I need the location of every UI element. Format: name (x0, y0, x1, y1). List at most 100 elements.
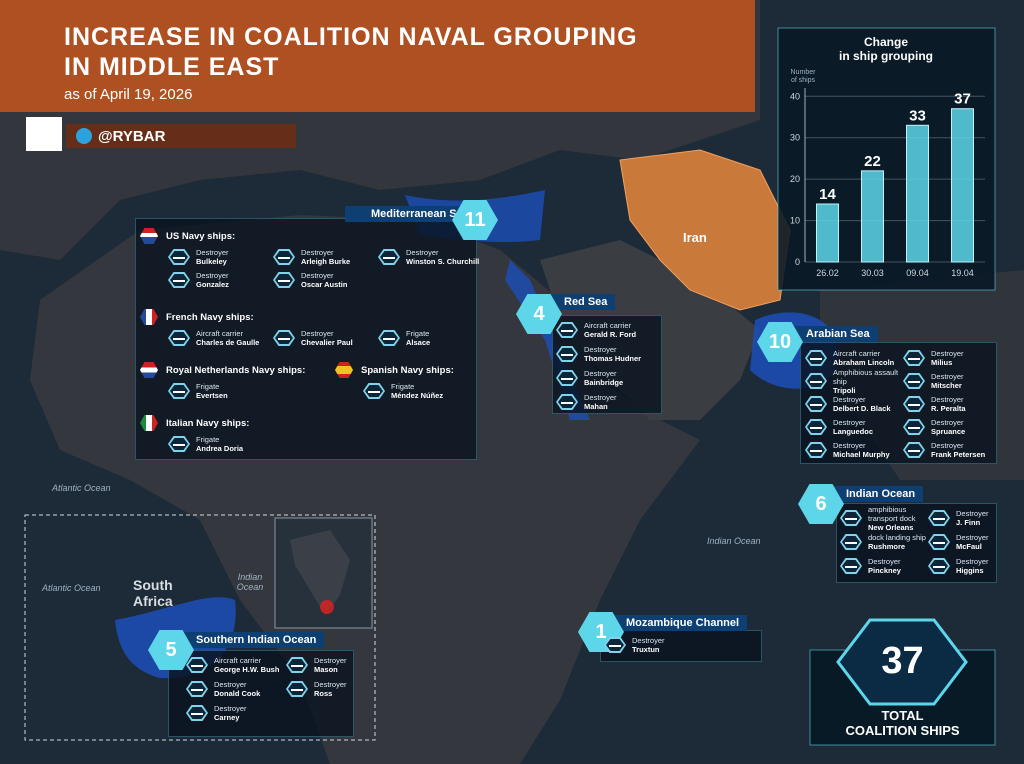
map-label: Iran (683, 230, 707, 245)
ship-text: Aircraft carrier Abraham Lincoln (833, 349, 894, 367)
ship-type: Frigate (391, 382, 415, 391)
ship-name: Bulkeley (196, 257, 227, 266)
ship-glyph (933, 566, 945, 568)
ship-type: amphibious transport dock (868, 504, 916, 523)
ship-glyph (810, 427, 822, 429)
value-label: 22 (864, 153, 881, 170)
ship-type: Aircraft carrier (584, 321, 632, 330)
ship-text: Aircraft carrier George H.W. Bush (214, 656, 279, 674)
ship-item: Destroyer McFaul (928, 531, 1014, 553)
navy-title: Italian Navy ships: (166, 417, 250, 429)
map-label-line: Africa (133, 593, 173, 609)
navy-flag (140, 362, 158, 378)
brand: @RYBAR (98, 128, 166, 145)
ship-type: Frigate (406, 329, 430, 338)
ship-name: Gerald R. Ford (584, 330, 637, 339)
ship-item: Destroyer Winston S. Churchill (378, 246, 480, 268)
ship-item: amphibious transport dock New Orleans (840, 504, 926, 532)
ship-name: McFaul (956, 542, 982, 551)
ship-name: New Orleans (868, 522, 914, 532)
navy-title: French Navy ships: (166, 311, 254, 323)
ship-icon (378, 330, 400, 346)
group-count-badge: 6 (798, 484, 844, 524)
ship-icon (186, 681, 208, 697)
bar (861, 170, 884, 263)
ship-text: Destroyer Higgins (956, 557, 989, 575)
ship-icon (186, 705, 208, 721)
ship-text: Destroyer Delbert D. Black (833, 395, 891, 413)
ship-item: Destroyer Truxtun (604, 634, 754, 656)
ship-glyph (291, 689, 303, 691)
ship-item: Aircraft carrier Abraham Lincoln (805, 347, 900, 369)
ship-glyph (561, 354, 573, 356)
ship-icon (168, 272, 190, 288)
map-label-line: South (133, 577, 173, 593)
minimap-africa (290, 530, 350, 615)
ship-type: Destroyer (931, 349, 964, 358)
ship-glyph (173, 391, 185, 393)
ship-item: Destroyer Mahan (556, 391, 656, 413)
ship-text: Destroyer Mitscher (931, 372, 964, 390)
ship-item: Destroyer Higgins (928, 555, 1014, 577)
group-name: Arabian Sea (780, 326, 878, 342)
chart-title: in ship grouping (839, 49, 933, 63)
ship-type: Destroyer (931, 395, 964, 404)
ship-icon (168, 330, 190, 346)
ship-name: Tripoli (833, 385, 856, 395)
ship-item: Destroyer Spruance (903, 416, 998, 438)
group-count: 1 (595, 620, 607, 643)
ship-type: Destroyer (314, 656, 347, 665)
ship-icon (286, 657, 308, 673)
ship-item: Destroyer Donald Cook (186, 678, 286, 700)
subtitle: as of April 19, 2026 (64, 86, 193, 103)
ship-text: Destroyer Bainbridge (584, 369, 623, 387)
ship-name: R. Peralta (931, 404, 966, 413)
ship-type: Destroyer (956, 557, 989, 566)
ship-icon (273, 330, 295, 346)
ship-text: Frigate Andrea Doria (196, 435, 243, 453)
ship-type: dock landing ship (868, 533, 926, 542)
ship-type: Destroyer (956, 533, 989, 542)
ship-item: Destroyer Arleigh Burke (273, 246, 375, 268)
ship-icon (805, 419, 827, 435)
ship-glyph (173, 444, 185, 446)
ship-icon (556, 346, 578, 362)
navy-name: Spanish Navy ships: (335, 362, 454, 378)
ship-item: Destroyer Mason (286, 654, 386, 676)
ship-text: Destroyer Bulkeley (196, 248, 229, 266)
ship-type: Destroyer (868, 557, 901, 566)
x-tick-label: 19.04 (951, 268, 974, 278)
ship-glyph (383, 338, 395, 340)
ship-text: Destroyer R. Peralta (931, 395, 966, 413)
ship-item: Destroyer J. Finn (928, 507, 1014, 529)
ship-icon (903, 442, 925, 458)
navy-name: Royal Netherlands Navy ships: (140, 362, 305, 378)
y-tick-label: 10 (790, 216, 800, 226)
ship-icon (556, 322, 578, 338)
value-label: 14 (819, 186, 836, 203)
ship-glyph (933, 542, 945, 544)
ship-item: Aircraft carrier George H.W. Bush (186, 654, 286, 676)
navy-title: US Navy ships: (166, 230, 236, 242)
ship-icon (168, 249, 190, 265)
ship-glyph (278, 280, 290, 282)
ship-glyph (173, 280, 185, 282)
ship-text: Destroyer Oscar Austin (301, 271, 347, 289)
group-name: Southern Indian Ocean (170, 632, 325, 648)
group-count-badge: 4 (516, 294, 562, 334)
ship-item: Destroyer Carney (186, 702, 286, 724)
ship-item: Destroyer Thomas Hudner (556, 343, 656, 365)
ship-type: Destroyer (632, 636, 665, 645)
group-count: 6 (815, 492, 827, 515)
ship-glyph (845, 566, 857, 568)
ship-text: Destroyer J. Finn (956, 509, 989, 527)
ship-item: Aircraft carrier Gerald R. Ford (556, 319, 656, 341)
ship-text: Frigate Alsace (406, 329, 430, 347)
ship-name: Spruance (931, 427, 966, 436)
ship-text: Aircraft carrier Charles de Gaulle (196, 329, 259, 347)
ship-name: Carney (214, 713, 240, 722)
ship-name: Bainbridge (584, 378, 624, 387)
ship-icon (273, 272, 295, 288)
bar (951, 108, 974, 263)
ship-glyph (810, 404, 822, 406)
